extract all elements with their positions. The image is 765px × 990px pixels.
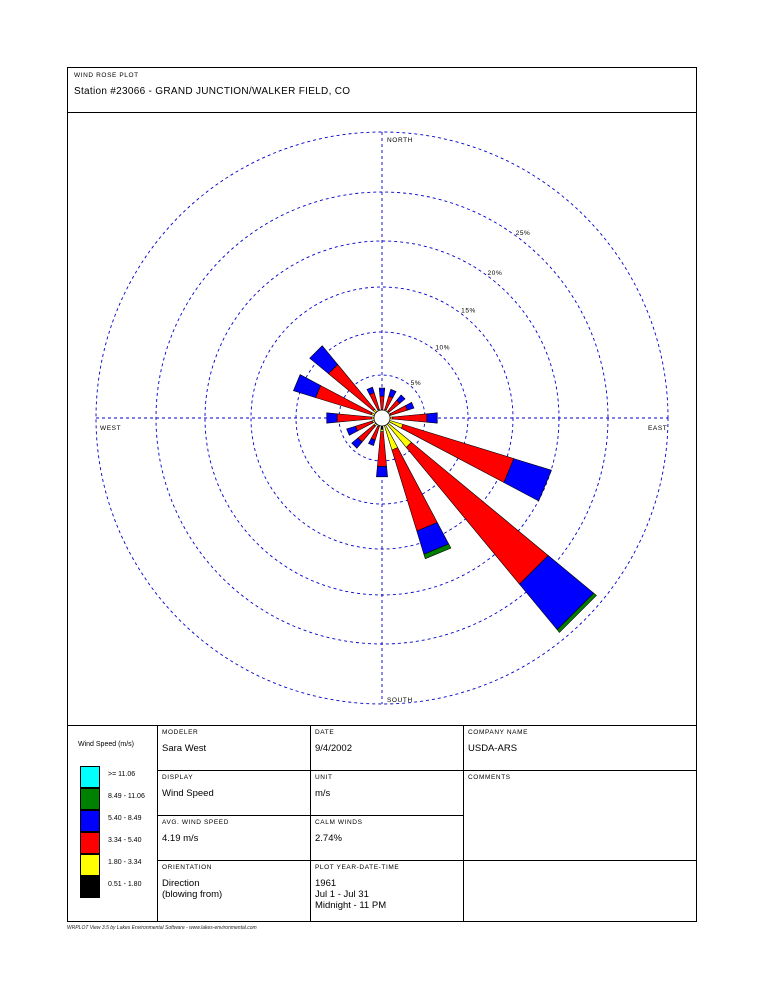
west-label: WEST (100, 425, 121, 432)
legend-label: >= 11.06 (108, 771, 136, 778)
calm-circle (373, 409, 391, 427)
petal-segment (309, 345, 339, 375)
modeler-label: MODELER (162, 729, 199, 736)
petal-segment (503, 458, 552, 502)
legend-title: Wind Speed (m/s) (78, 741, 135, 748)
petal-segment (426, 412, 438, 424)
unit-cell: UNIT m/s (311, 771, 464, 816)
petal-segment (396, 394, 406, 404)
unit-label: UNIT (315, 774, 333, 781)
wind-rose-chart: NORTH SOUTH EAST WEST 5% 10% 15% 20% 25% (68, 113, 696, 726)
ring-label-20: 20% (488, 270, 503, 277)
petal-segment (380, 429, 384, 433)
plot-type-label: WIND ROSE PLOT (74, 72, 139, 79)
petal-segment (376, 466, 388, 478)
plot-time-cell: PLOT YEAR-DATE-TIME 1961 Jul 1 - Jul 31 … (311, 861, 464, 922)
legend-label: 0.51 - 1.80 (108, 881, 142, 888)
petal-segment (377, 431, 387, 467)
orientation-label: ORIENTATION (162, 864, 213, 871)
info-panel: Wind Speed (m/s) >= 11.06 8.49 - 11.06 5… (68, 725, 696, 922)
petal-segment (336, 413, 373, 423)
petal-segment (366, 386, 375, 395)
avg-speed-value: 4.19 m/s (162, 833, 199, 844)
ring-label-15: 15% (461, 308, 476, 315)
date-value: 9/4/2002 (315, 743, 352, 754)
station-title: Station #23066 - GRAND JUNCTION/WALKER F… (74, 86, 351, 97)
company-cell: COMPANY NAME USDA-ARS (464, 726, 696, 771)
orientation-value: Direction (blowing from) (162, 878, 223, 900)
legend-swatch (80, 832, 100, 854)
avg-speed-cell: AVG. WIND SPEED 4.19 m/s (158, 816, 311, 861)
calm-winds-cell: CALM WINDS 2.74% (311, 816, 464, 861)
petal-segment (379, 395, 385, 411)
legend-swatch (80, 854, 100, 876)
petal-segment (388, 388, 397, 398)
east-label: EAST (648, 425, 667, 432)
petal-segment (380, 425, 384, 430)
display-value: Wind Speed (162, 788, 214, 799)
legend-swatch (80, 810, 100, 832)
legend-swatch (80, 876, 100, 898)
legend-swatch (80, 766, 100, 788)
comments-cell: COMMENTS (464, 771, 696, 861)
legend-swatch (80, 788, 100, 810)
wind-rose-report: WIND ROSE PLOT Station #23066 - GRAND JU… (67, 67, 697, 922)
date-cell: DATE 9/4/2002 (311, 726, 464, 771)
modeler-value: Sara West (162, 743, 207, 754)
date-label: DATE (315, 729, 335, 736)
petal-segment (292, 374, 321, 398)
petal-segment (346, 425, 358, 436)
company-label: COMPANY NAME (468, 729, 529, 736)
south-label: SOUTH (387, 697, 413, 704)
petal-segment (368, 438, 376, 447)
ring-label-5: 5% (411, 380, 422, 387)
petal-segment (378, 387, 386, 397)
petal-segment (423, 543, 452, 560)
software-credit: WRPLOT View 3.5 by Lakes Environmental S… (67, 925, 257, 931)
petal-segment (351, 437, 363, 449)
orientation-cell: ORIENTATION Direction (blowing from) (158, 861, 311, 922)
petal-segment (405, 401, 415, 411)
ring-label-25: 25% (516, 230, 531, 237)
petal-segment (391, 413, 428, 423)
company-value: USDA-ARS (468, 743, 518, 754)
modeler-cell: MODELER Sara West (158, 726, 311, 771)
plot-time-value: 1961 Jul 1 - Jul 31 Midnight - 11 PM (315, 878, 387, 911)
ring-label-10: 10% (435, 345, 450, 352)
calm-winds-label: CALM WINDS (315, 819, 363, 826)
north-label: NORTH (387, 137, 413, 144)
unit-value: m/s (315, 788, 331, 799)
petal-segment (326, 412, 338, 424)
comments-label: COMMENTS (468, 774, 511, 781)
display-cell: DISPLAY Wind Speed (158, 771, 311, 816)
legend: Wind Speed (m/s) >= 11.06 8.49 - 11.06 5… (68, 726, 158, 922)
report-header: WIND ROSE PLOT Station #23066 - GRAND JU… (68, 68, 696, 113)
wind-rose-svg: NORTH SOUTH EAST WEST 5% 10% 15% 20% 25% (95, 131, 669, 705)
calm-winds-value: 2.74% (315, 833, 342, 844)
legend-label: 8.49 - 11.06 (108, 793, 145, 800)
legend-label: 5.40 - 8.49 (108, 815, 142, 822)
legend-label: 3.34 - 5.40 (108, 837, 142, 844)
plot-time-label: PLOT YEAR-DATE-TIME (315, 864, 400, 871)
display-label: DISPLAY (162, 774, 194, 781)
legend-label: 1.80 - 3.34 (108, 859, 142, 866)
petal-segment (556, 592, 597, 633)
avg-speed-label: AVG. WIND SPEED (162, 819, 230, 826)
